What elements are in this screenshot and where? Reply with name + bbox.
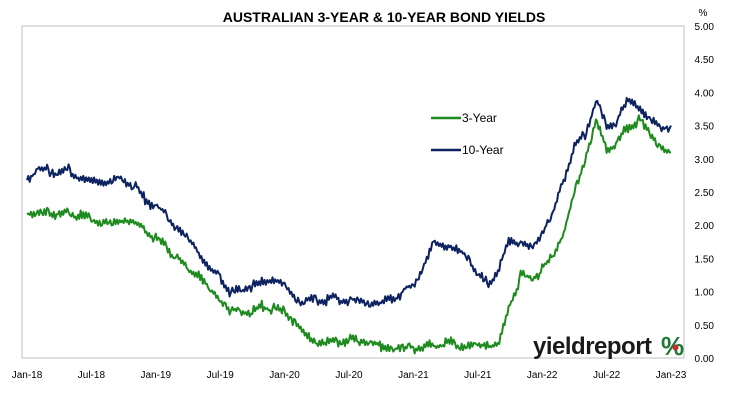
x-tick-label: Jan-21 <box>398 370 429 381</box>
legend-label: 3-Year <box>462 111 497 125</box>
x-tick-label: Jul-22 <box>593 370 621 381</box>
x-tick-label: Jan-20 <box>269 370 300 381</box>
x-tick-label: Jul-21 <box>464 370 492 381</box>
yieldreport-logo: yieldreport % <box>533 331 684 361</box>
y-tick-label: 0.00 <box>695 354 715 365</box>
y-tick-label: 1.50 <box>695 254 715 265</box>
y-axis-ticks: 0.00 0.50 1.00 1.50 2.00 2.50 3.00 3.50 4.00 4.50… <box>695 22 715 365</box>
series-line <box>26 96 672 308</box>
y-tick-label: 1.00 <box>695 288 715 299</box>
y-tick-label: 4.50 <box>695 55 715 66</box>
legend-label: 10-Year <box>462 143 504 157</box>
x-tick-label: Jan-19 <box>141 370 172 381</box>
logo-accent-dot <box>672 344 679 351</box>
x-tick-label: Jul-18 <box>78 370 106 381</box>
x-tick-label: Jul-19 <box>207 370 235 381</box>
chart-title: AUSTRALIAN 3-YEAR & 10-YEAR BOND YIELDS <box>223 9 546 25</box>
x-axis-ticks: Jan-18 Jul-18 Jan-19 Jul-19 Jan-20 Jul-20 Jan-… <box>12 370 687 381</box>
series-line <box>26 114 672 355</box>
y-tick-label: 5.00 <box>695 22 715 33</box>
y-tick-label: 4.00 <box>695 88 715 99</box>
y-axis-unit-label: % <box>699 8 708 19</box>
y-tick-label: 2.00 <box>695 221 715 232</box>
x-tick-label: Jan-23 <box>656 370 687 381</box>
y-tick-label: 3.50 <box>695 122 715 133</box>
x-tick-label: Jan-22 <box>527 370 558 381</box>
x-tick-label: Jan-18 <box>12 370 43 381</box>
x-tick-label: Jul-20 <box>335 370 363 381</box>
plot-area <box>21 25 685 359</box>
logo-wordmark: yieldreport <box>533 333 652 360</box>
y-tick-label: 0.50 <box>695 321 715 332</box>
series-lines <box>26 96 672 355</box>
y-tick-label: 3.00 <box>695 155 715 166</box>
y-tick-label: 2.50 <box>695 188 715 199</box>
logo-percent-symbol: % <box>661 331 684 361</box>
legend: 3-Year 10-Year <box>431 111 504 157</box>
